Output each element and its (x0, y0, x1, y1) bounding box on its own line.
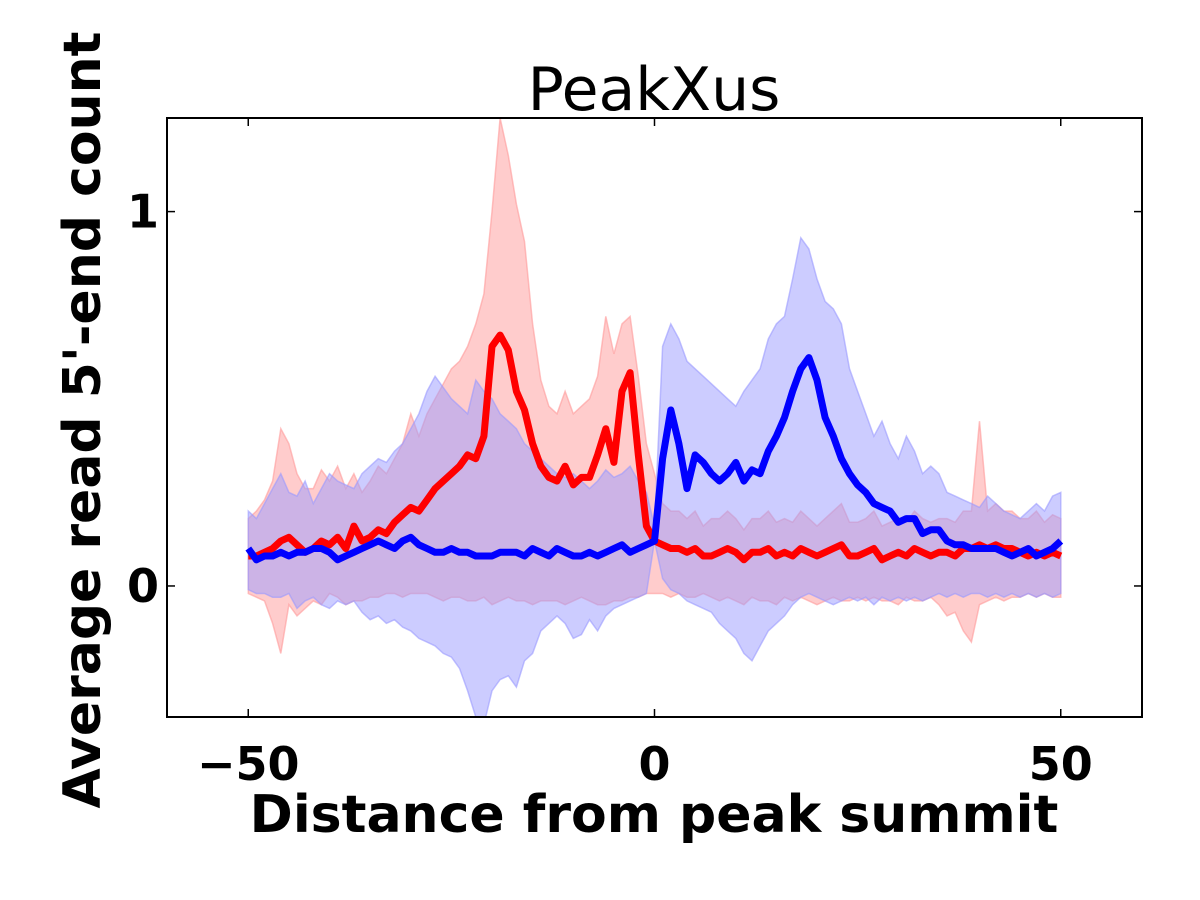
y-tick-label: 1 (127, 185, 159, 239)
series-lines (245, 331, 1064, 564)
x-tick-label: 0 (638, 737, 670, 791)
x-tick-label: −50 (197, 737, 300, 791)
chart-title: PeakXus (528, 55, 781, 125)
x-tick-label: 50 (1029, 737, 1093, 791)
confidence-bands (247, 118, 1062, 717)
series-2-band (247, 235, 1062, 717)
y-axis-ticks: 01 (127, 185, 1142, 613)
x-axis-label: Distance from peak summit (250, 785, 1059, 845)
y-axis-label: Average read 5'-end count (53, 32, 113, 809)
x-axis-ticks: −50 0 50 (197, 118, 1093, 791)
y-tick-label: 0 (127, 559, 159, 613)
series-2-line (245, 354, 1064, 564)
